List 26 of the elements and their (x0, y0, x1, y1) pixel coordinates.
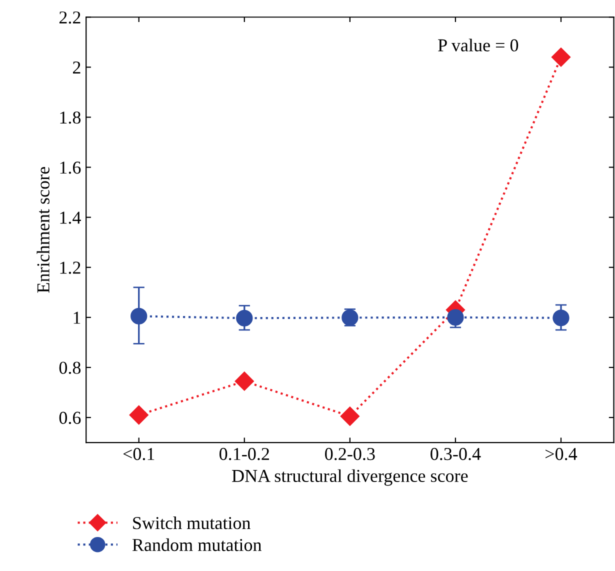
x-tick-label: <0.1 (123, 448, 154, 460)
x-axis-title: DNA structural divergence score (232, 469, 468, 486)
y-axis-title: Enrichment score (36, 167, 50, 293)
point (234, 372, 254, 391)
x-tick-label: >0.4 (546, 448, 578, 460)
x-tick-label: 0.1-0.2 (220, 448, 269, 460)
y-tick-label: 1 (74, 312, 80, 324)
annotation: P value = 0 (438, 38, 518, 52)
point (236, 310, 253, 326)
y-tick-label: 1.2 (60, 262, 80, 274)
point (129, 405, 148, 425)
y-tick-label: 1.4 (60, 212, 81, 224)
y-tick-label: 0.8 (59, 362, 81, 374)
legend-label: Random mutation (132, 538, 262, 552)
point (551, 48, 571, 67)
x-tick-label: 0.2-0.3 (325, 448, 375, 460)
x-tick-label: 0.3-0.4 (430, 448, 481, 460)
y-tick-label: 2.2 (59, 11, 80, 24)
y-tick-label: 0.6 (59, 412, 81, 424)
y-tick-label: 1.8 (60, 111, 81, 124)
y-tick-label: 1.6 (60, 162, 81, 174)
y-tick-label: 2 (73, 61, 80, 74)
point (340, 406, 360, 426)
point (130, 308, 148, 324)
point (552, 310, 570, 326)
legend-label: Switch mutation (133, 516, 251, 530)
